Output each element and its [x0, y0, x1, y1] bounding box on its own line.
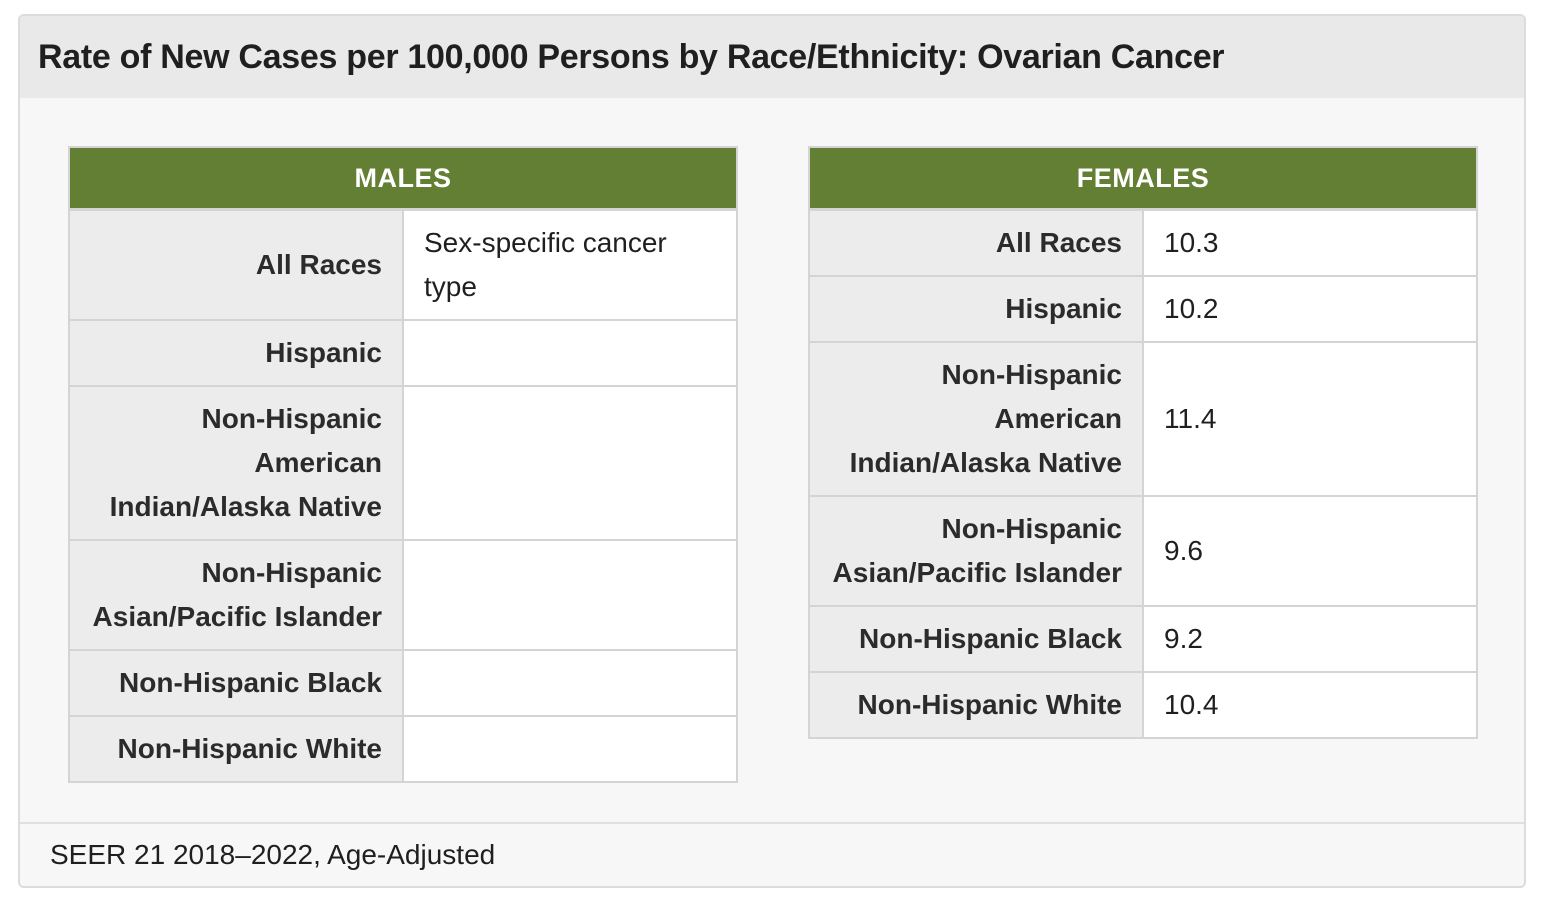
rate-value: 9.6: [1142, 495, 1478, 607]
rate-value: [402, 319, 738, 387]
table-row: Non-Hispanic Black: [68, 649, 738, 717]
table-row: Non-Hispanic Asian/Pacific Islander 9.6: [808, 495, 1478, 607]
rate-value: 10.2: [1142, 275, 1478, 343]
table-row: Hispanic: [68, 319, 738, 387]
card-footer: SEER 21 2018–2022, Age-Adjusted: [20, 822, 1524, 886]
rate-card: Rate of New Cases per 100,000 Persons by…: [18, 14, 1526, 888]
females-table-wrap: FEMALES All Races 10.3 Hispanic 10.2 Non…: [808, 146, 1478, 739]
rate-value: [402, 649, 738, 717]
race-label: Non-Hispanic Asian/Pacific Islander: [68, 539, 404, 651]
rate-value: [402, 539, 738, 651]
table-row: Non-Hispanic White 10.4: [808, 671, 1478, 739]
table-row: Non-Hispanic American Indian/Alaska Nati…: [68, 385, 738, 541]
males-table: MALES All Races Sex-specific cancer type…: [68, 146, 738, 783]
race-label: All Races: [808, 208, 1144, 277]
race-label: Non-Hispanic American Indian/Alaska Nati…: [808, 341, 1144, 497]
race-label: Non-Hispanic Asian/Pacific Islander: [808, 495, 1144, 607]
table-row: Non-Hispanic Black 9.2: [808, 605, 1478, 673]
rate-value: Sex-specific cancer type: [402, 208, 738, 321]
females-table: FEMALES All Races 10.3 Hispanic 10.2 Non…: [808, 146, 1478, 739]
race-label: Non-Hispanic White: [68, 715, 404, 783]
rate-value: [402, 715, 738, 783]
race-label: Non-Hispanic American Indian/Alaska Nati…: [68, 385, 404, 541]
rate-value: 10.4: [1142, 671, 1478, 739]
table-row: All Races Sex-specific cancer type: [68, 208, 738, 321]
source-note: SEER 21 2018–2022, Age-Adjusted: [50, 839, 496, 870]
rate-value: 9.2: [1142, 605, 1478, 673]
males-heading: MALES: [68, 146, 738, 211]
table-row: Non-Hispanic Asian/Pacific Islander: [68, 539, 738, 651]
table-row: Non-Hispanic American Indian/Alaska Nati…: [808, 341, 1478, 497]
table-row: Hispanic 10.2: [808, 275, 1478, 343]
race-label: Hispanic: [808, 275, 1144, 343]
rate-value: 10.3: [1142, 208, 1478, 277]
card-header: Rate of New Cases per 100,000 Persons by…: [20, 16, 1524, 98]
females-heading: FEMALES: [808, 146, 1478, 211]
race-label: Non-Hispanic Black: [808, 605, 1144, 673]
race-label: Non-Hispanic White: [808, 671, 1144, 739]
card-title: Rate of New Cases per 100,000 Persons by…: [38, 37, 1225, 76]
table-row: All Races 10.3: [808, 208, 1478, 277]
race-label: All Races: [68, 208, 404, 321]
race-label: Hispanic: [68, 319, 404, 387]
table-row: Non-Hispanic White: [68, 715, 738, 783]
rate-value: 11.4: [1142, 341, 1478, 497]
rate-value: [402, 385, 738, 541]
race-label: Non-Hispanic Black: [68, 649, 404, 717]
males-table-wrap: MALES All Races Sex-specific cancer type…: [68, 146, 738, 783]
